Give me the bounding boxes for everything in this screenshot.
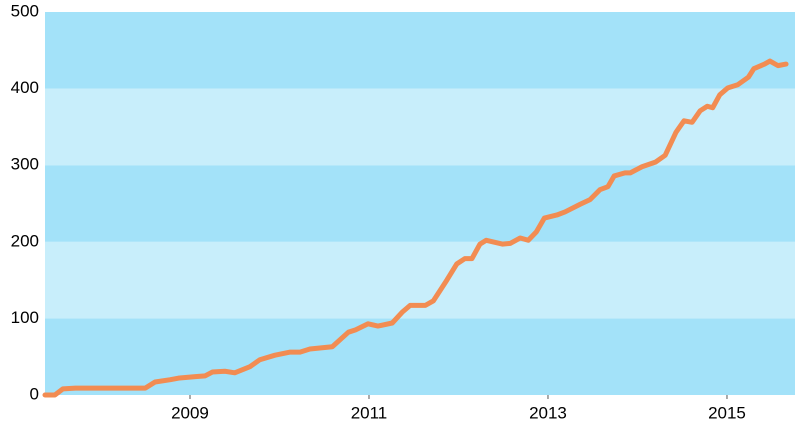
grid-band [45,165,795,242]
x-tick-label: 2015 [708,403,746,422]
y-tick-label: 0 [30,384,39,403]
y-tick-label: 100 [11,308,39,327]
data-line [42,58,789,398]
y-tick-label: 500 [11,1,39,20]
y-tick-label: 400 [11,78,39,97]
y-tick-label: 200 [11,231,39,250]
grid-band [45,12,795,89]
grid-band [45,88,795,166]
x-tick-label: 2009 [171,403,209,422]
x-tick-label: 2013 [529,403,567,422]
x-tick-label: 2011 [351,403,388,422]
y-tick-label: 300 [11,155,39,174]
